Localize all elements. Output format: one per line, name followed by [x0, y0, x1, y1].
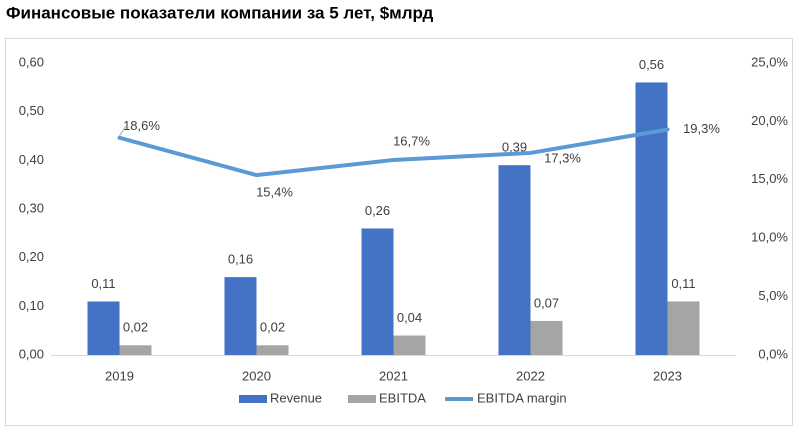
legend-label: EBITDA: [379, 390, 426, 405]
bar: [635, 82, 668, 355]
x-tick-label: 2021: [379, 368, 408, 383]
data-label: 18,6%: [123, 118, 160, 133]
data-label: 0,07: [534, 295, 559, 310]
bar: [256, 345, 289, 355]
bar: [119, 345, 152, 355]
chart-title: Финансовые показатели компании за 5 лет,…: [6, 3, 434, 22]
legend-swatch: [239, 395, 267, 403]
x-tick-label: 2020: [242, 368, 271, 383]
legend-label: Revenue: [270, 390, 322, 405]
data-label: 0,11: [671, 276, 695, 291]
y-tick-label: 0,00: [19, 346, 44, 361]
chart-frame: [5, 38, 793, 426]
legend-swatch: [348, 395, 376, 403]
data-label: 17,3%: [544, 150, 581, 165]
y-tick-label: 0,50: [19, 103, 44, 118]
data-label: 15,4%: [256, 185, 293, 200]
y2-tick-label: 15,0%: [751, 171, 788, 186]
data-label: 0,39: [502, 140, 527, 155]
data-label: 19,3%: [683, 121, 720, 136]
data-label: 16,7%: [393, 133, 430, 148]
y2-tick-label: 10,0%: [751, 230, 788, 245]
bar: [393, 335, 426, 355]
y-tick-label: 0,30: [19, 200, 44, 215]
y2-tick-label: 25,0%: [751, 54, 788, 69]
bar: [87, 301, 120, 355]
bar: [667, 301, 700, 355]
data-label: 0,56: [639, 57, 664, 72]
data-label: 0,26: [365, 203, 390, 218]
legend-label: EBITDA margin: [477, 390, 567, 405]
y-tick-label: 0,60: [19, 54, 44, 69]
y2-tick-label: 20,0%: [751, 113, 788, 128]
y-tick-label: 0,40: [19, 152, 44, 167]
y2-tick-label: 5,0%: [758, 288, 788, 303]
data-label: 0,04: [397, 310, 422, 325]
bar: [498, 165, 531, 355]
y2-tick-label: 0,0%: [758, 346, 788, 361]
bar: [361, 228, 394, 355]
data-label: 0,11: [91, 276, 115, 291]
leader-line: [119, 126, 129, 137]
x-tick-label: 2022: [516, 368, 545, 383]
x-tick-label: 2023: [653, 368, 682, 383]
data-label: 0,02: [123, 320, 148, 335]
data-label: 0,16: [228, 252, 253, 267]
bar: [530, 320, 563, 355]
y-tick-label: 0,20: [19, 249, 44, 264]
bar: [224, 277, 257, 355]
x-tick-label: 2019: [105, 368, 134, 383]
data-label: 0,02: [260, 320, 285, 335]
line: [117, 127, 670, 178]
y-tick-label: 0,10: [19, 298, 44, 313]
